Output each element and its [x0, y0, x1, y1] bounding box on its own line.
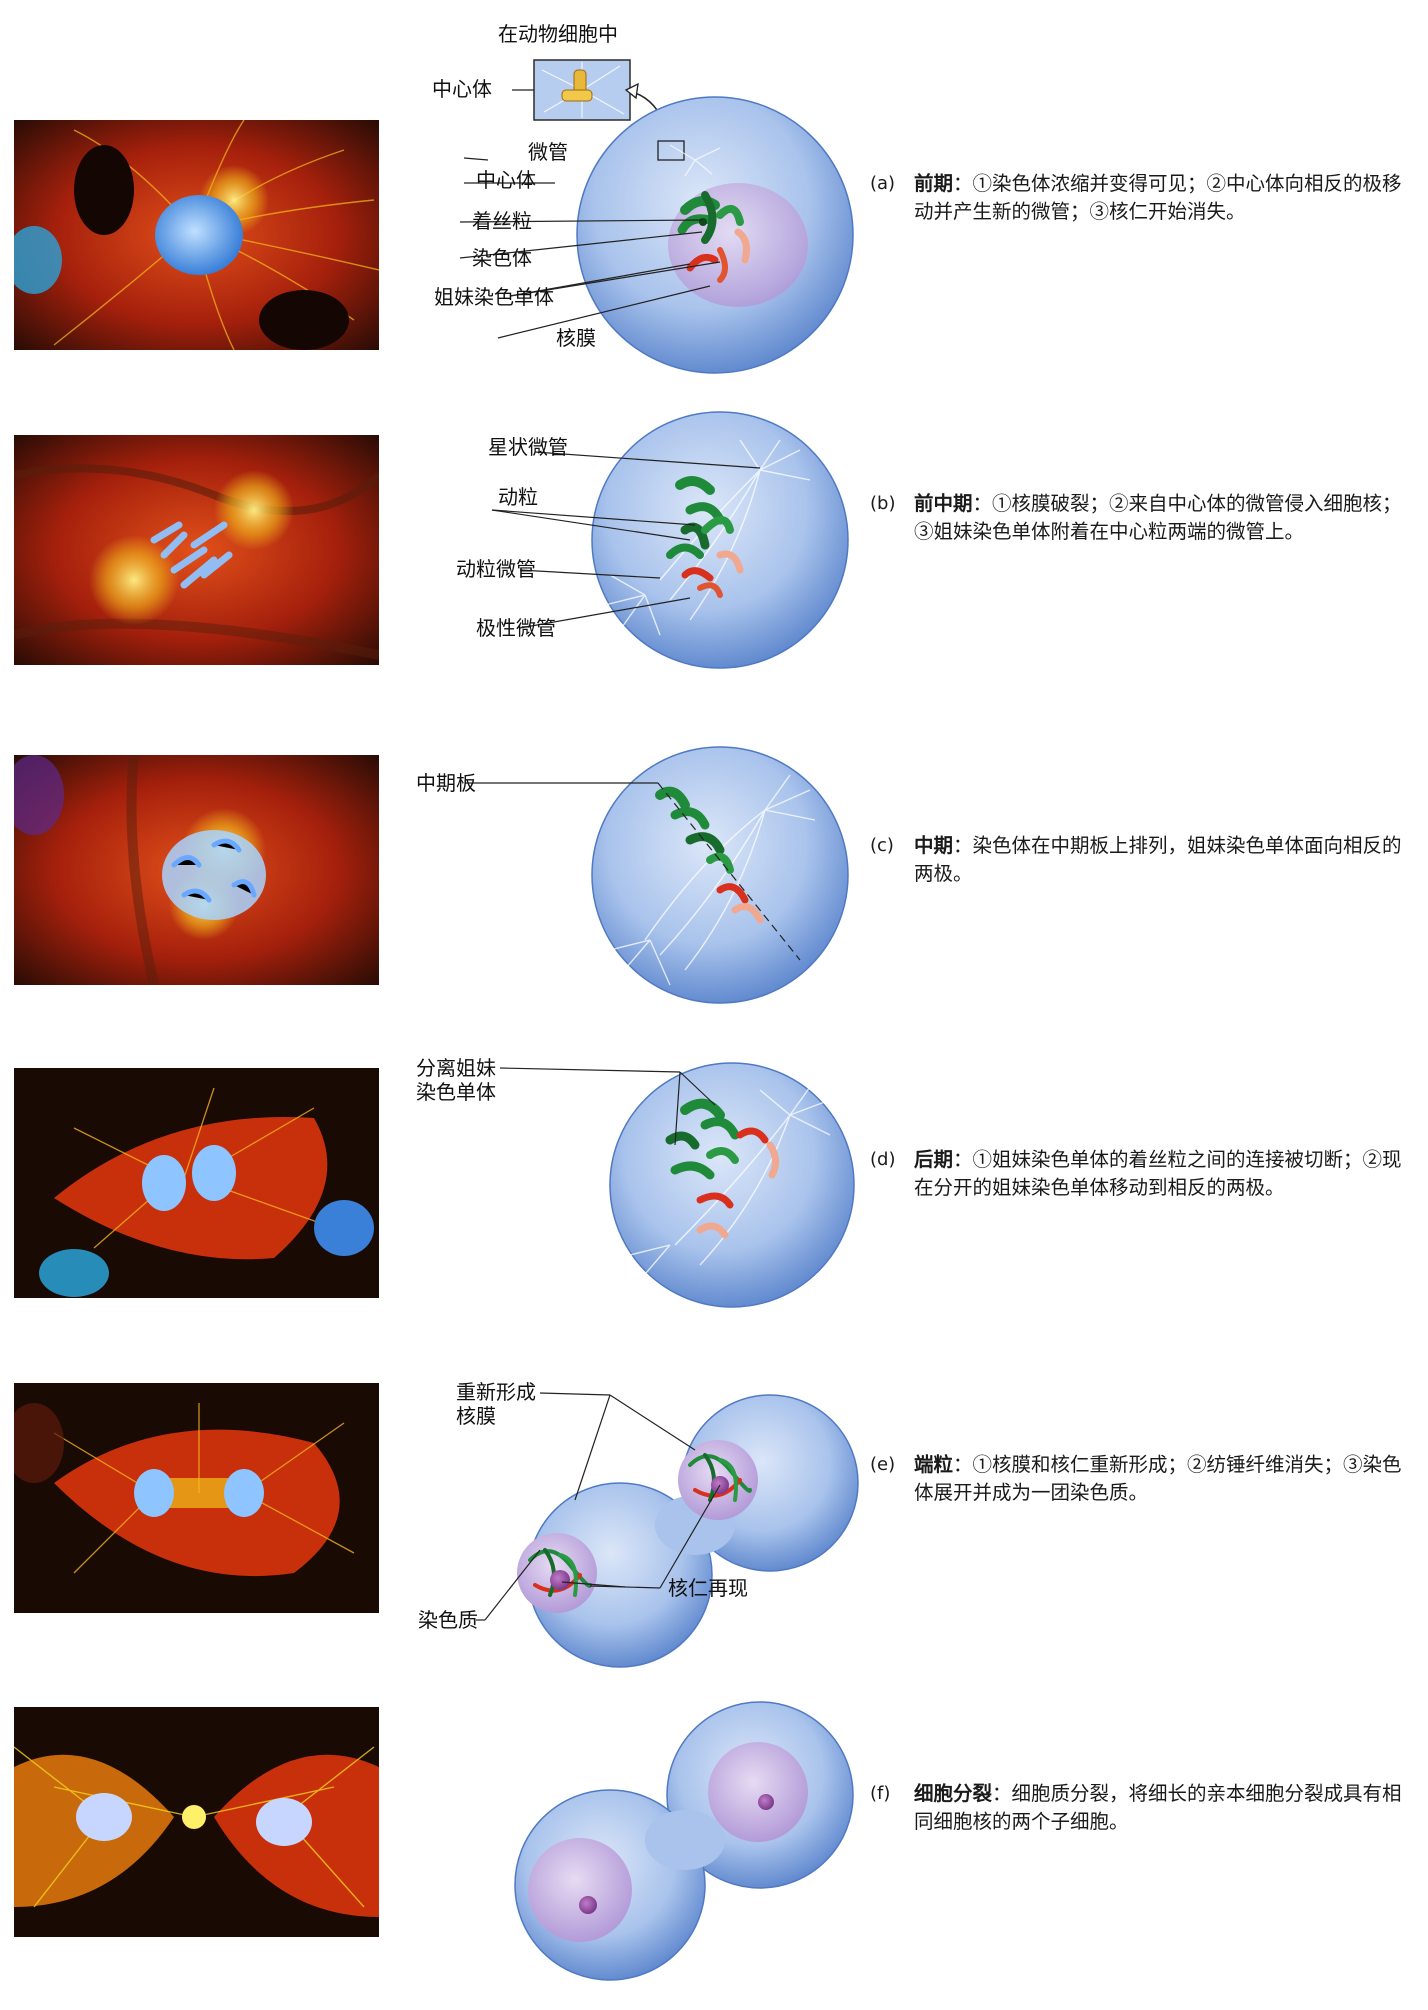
diagram-telophase: 重新形成 核膜 核仁再现 染色质: [418, 1375, 880, 1705]
text-anaphase: ：①姐妹染色单体的着丝粒之间的连接被切断；②现在分开的姐妹染色单体移动到相反的两…: [914, 1148, 1402, 1199]
text-metaphase: ：染色体在中期板上排列，姐妹染色单体面向相反的两极。: [914, 834, 1402, 885]
tag-d: (d): [870, 1149, 896, 1170]
stage-telophase: 重新形成 核膜 核仁再现 染色质 (e) 端粒：①核膜和核仁重新形成；②纺锤纤维…: [0, 1375, 1428, 1705]
label-kinetochore-mt: 动粒微管: [456, 557, 536, 581]
tag-f: (f): [870, 1783, 891, 1804]
label-kinetochore: 动粒: [498, 485, 538, 509]
text-prophase: ：①染色体浓缩并变得可见；②中心体向相反的极移动并产生新的微管；③核仁开始消失。: [914, 172, 1402, 223]
title-prometaphase: 前中期: [914, 492, 973, 515]
description-prometaphase: (b) 前中期：①核膜破裂；②来自中心体的微管侵入细胞核；③姐妹染色单体附着在中…: [870, 490, 1410, 546]
stage-anaphase: 分离姐妹 染色单体 (d) 后期：①姐妹染色单体的着丝粒之间的连接被切断；②现在…: [0, 1050, 1428, 1380]
micrograph-prometaphase: [14, 435, 379, 665]
label-metaphase-plate: 中期板: [416, 771, 476, 795]
text-cytokinesis: ：细胞质分裂，将细长的亲本细胞分裂成具有相同细胞核的两个子细胞。: [914, 1782, 1402, 1833]
diagram-prophase: 在动物细胞中 中心体 微管 中心体 着丝粒 染色体 姐妹染色单体 核膜: [420, 0, 880, 374]
diagram-metaphase: 中期板: [416, 740, 880, 1070]
micrograph-telophase: [14, 1383, 379, 1613]
label-chromosome: 染色体: [472, 246, 532, 270]
text-prometaphase: ：①核膜破裂；②来自中心体的微管侵入细胞核；③姐妹染色单体附着在中心粒两端的微管…: [914, 492, 1402, 543]
title-telophase: 端粒: [914, 1453, 954, 1476]
tag-c: (c): [870, 835, 894, 856]
tag-e: (e): [870, 1454, 896, 1475]
stage-prometaphase: 星状微管 动粒 动粒微管 极性微管 (b) 前中期：①核膜破裂；②来自中心体的微…: [0, 410, 1428, 740]
label-centrosome: 中心体: [476, 168, 536, 192]
micrograph-anaphase: [14, 1068, 379, 1298]
label-centrosome-inset: 中心体: [432, 77, 492, 101]
description-anaphase: (d) 后期：①姐妹染色单体的着丝粒之间的连接被切断；②现在分开的姐妹染色单体移…: [870, 1146, 1410, 1202]
label-sister-chromatids: 姐妹染色单体: [434, 285, 554, 309]
title-cytokinesis: 细胞分裂: [914, 1782, 993, 1805]
tag-a: (a): [870, 173, 896, 194]
label-centromere: 着丝粒: [472, 209, 532, 233]
stage-cytokinesis: (f) 细胞分裂：细胞质分裂，将细长的亲本细胞分裂成具有相同细胞核的两个子细胞。: [0, 1680, 1428, 2010]
micrograph-metaphase: [14, 755, 379, 985]
label-animal-cell: 在动物细胞中: [498, 22, 618, 46]
label-nuclear-envelope: 核膜: [556, 326, 596, 350]
title-anaphase: 后期: [914, 1148, 954, 1171]
label-microtubule: 微管: [528, 140, 568, 164]
label-reform-2: 核膜: [456, 1404, 496, 1428]
title-prophase: 前期: [914, 172, 954, 195]
title-metaphase: 中期: [914, 834, 954, 857]
stage-metaphase: 中期板 (c) 中期：染色体在中期板上排列，姐妹染色单体面向相反的两极。: [0, 740, 1428, 1070]
label-polar-mt: 极性微管: [476, 616, 556, 640]
label-nucleolus: 核仁再现: [668, 1576, 748, 1600]
description-telophase: (e) 端粒：①核膜和核仁重新形成；②纺锤纤维消失；③染色体展开并成为一团染色质…: [870, 1451, 1410, 1507]
micrograph-prophase: [14, 120, 379, 350]
description-metaphase: (c) 中期：染色体在中期板上排列，姐妹染色单体面向相反的两极。: [870, 832, 1410, 888]
description-cytokinesis: (f) 细胞分裂：细胞质分裂，将细长的亲本细胞分裂成具有相同细胞核的两个子细胞。: [870, 1780, 1410, 1836]
description-prophase: (a) 前期：①染色体浓缩并变得可见；②中心体向相反的极移动并产生新的微管；③核…: [870, 170, 1410, 226]
stage-prophase: 在动物细胞中 中心体 微管 中心体 着丝粒 染色体 姐妹染色单体 核膜 (a) …: [0, 0, 1428, 374]
tag-b: (b): [870, 493, 896, 514]
label-separating-2: 染色单体: [416, 1080, 496, 1104]
label-chromatin: 染色质: [418, 1608, 478, 1632]
label-aster: 星状微管: [488, 435, 568, 459]
label-separating-1: 分离姐妹: [416, 1056, 496, 1080]
micrograph-cytokinesis: [14, 1707, 379, 1937]
label-reform-1: 重新形成: [456, 1380, 536, 1404]
diagram-cytokinesis: [420, 1680, 880, 2010]
diagram-prometaphase: 星状微管 动粒 动粒微管 极性微管: [420, 410, 880, 740]
text-telophase: ：①核膜和核仁重新形成；②纺锤纤维消失；③染色体展开并成为一团染色质。: [914, 1453, 1402, 1504]
diagram-anaphase: 分离姐妹 染色单体: [416, 1050, 880, 1380]
